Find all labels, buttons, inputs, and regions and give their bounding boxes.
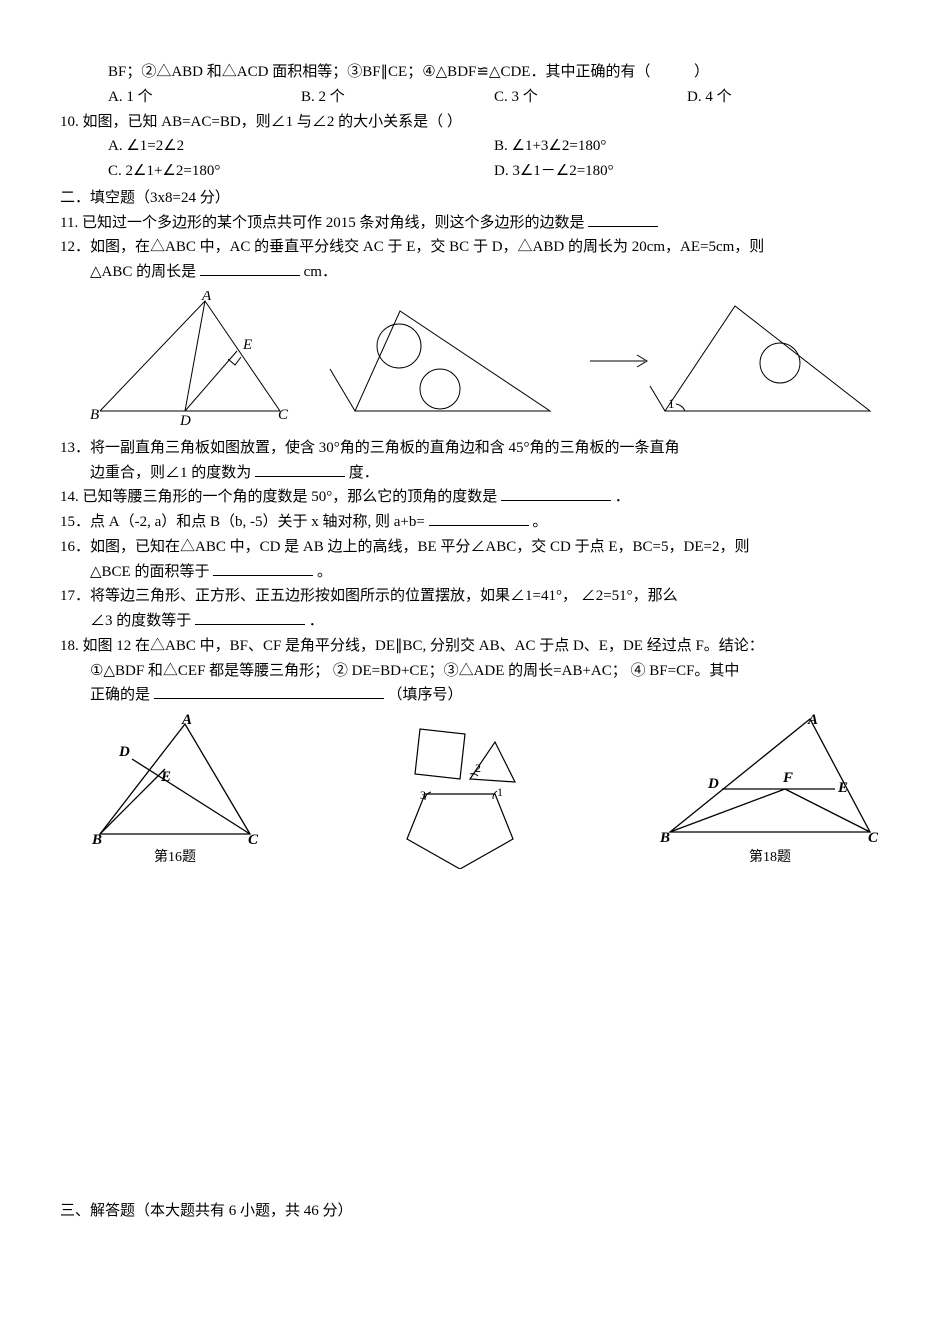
q13-blank [255, 461, 345, 477]
fig-q12-left: A B C D E [90, 291, 290, 426]
svg-text:B: B [90, 407, 99, 423]
q18-blank [154, 683, 384, 699]
q16-pre: △BCE 的面积等于 [90, 564, 209, 580]
q9-options: A. 1 个 B. 2 个 C. 3 个 D. 4 个 [60, 85, 880, 110]
q16-18-figure-row: A B C D E 第16题 [60, 708, 880, 879]
q15: 15．点 A（-2, a）和点 B（b, -5）关于 x 轴对称, 则 a+b=… [60, 510, 880, 535]
q14-blank [501, 485, 611, 501]
q16-line2: △BCE 的面积等于 。 [60, 560, 880, 585]
svg-text:1: 1 [668, 396, 675, 411]
q13-line1: 13．将一副直角三角板如图放置，使含 30°角的三角板的直角边和含 45°角的三… [60, 436, 880, 461]
fig-q16-caption: 第16题 [90, 846, 260, 869]
q12-post: cm． [304, 264, 337, 280]
svg-text:2: 2 [475, 761, 481, 775]
q14: 14. 已知等腰三角形的一个角的度数是 50°，那么它的顶角的度数是 ． [60, 485, 880, 510]
q15-pre: 15．点 A（-2, a）和点 B（b, -5）关于 x 轴对称, 则 a+b= [60, 514, 425, 530]
q12-figure-row: A B C D E [60, 285, 880, 436]
fig-q16-wrap: A B C D E 第16题 [90, 714, 260, 869]
q14-pre: 14. 已知等腰三角形的一个角的度数是 50°，那么它的顶角的度数是 [60, 489, 497, 505]
q9-text-a: BF；②△ABD 和△ACD 面积相等；③BF∥CE；④△BDF≌△CDE．其中… [108, 64, 650, 80]
svg-text:E: E [160, 769, 171, 785]
svg-text:1: 1 [497, 785, 503, 799]
q18-line2: ①△BDF 和△CEF 都是等腰三角形； ② DE=BD+CE；③△ADE 的周… [60, 659, 880, 684]
q10-opt-a: A. ∠1=2∠2 [108, 134, 494, 159]
q11-blank [588, 211, 658, 227]
q10-opt-d: D. 3∠1－∠2=180° [494, 159, 880, 184]
q10-opts-row2: C. 2∠1+∠2=180° D. 3∠1－∠2=180° [60, 159, 880, 184]
svg-text:C: C [278, 407, 289, 423]
q12-pre: △ABC 的周长是 [90, 264, 196, 280]
q9-opt-a: A. 1 个 [108, 85, 301, 110]
q17-line2: ∠3 的度数等于 ． [60, 609, 880, 634]
q17-post: ． [309, 613, 324, 629]
svg-text:F: F [782, 770, 793, 786]
svg-text:A: A [201, 291, 212, 304]
fig-q12-mid [325, 291, 555, 426]
q10-opt-c: C. 2∠1+∠2=180° [108, 159, 494, 184]
q18-pre: 正确的是 [90, 687, 154, 703]
q16-post: 。 [317, 564, 332, 580]
svg-text:E: E [242, 337, 252, 353]
exam-page: BF；②△ABD 和△ACD 面积相等；③BF∥CE；④△BDF≌△CDE．其中… [0, 0, 950, 1264]
q13-line2: 边重合，则∠1 的度数为 度． [60, 461, 880, 486]
fig-q18: A B C D E F [660, 714, 880, 844]
q9-continuation-line: BF；②△ABD 和△ACD 面积相等；③BF∥CE；④△BDF≌△CDE．其中… [60, 60, 880, 85]
fig-q17-wrap: 1 2 3 [375, 724, 545, 869]
q16-blank [213, 560, 313, 576]
q15-post: 。 [532, 514, 547, 530]
svg-text:E: E [837, 780, 848, 796]
svg-text:A: A [181, 714, 192, 728]
fig-q16: A B C D E [90, 714, 260, 844]
section2-title: 二．填空题（3x8=24 分） [60, 186, 880, 211]
q15-blank [429, 510, 529, 526]
fig-q18-wrap: A B C D E F 第18题 [660, 714, 880, 869]
svg-text:C: C [868, 830, 879, 844]
q11: 11. 已知过一个多边形的某个顶点共可作 2015 条对角线，则这个多边形的边数… [60, 211, 880, 236]
q17-pre: ∠3 的度数等于 [90, 613, 191, 629]
svg-text:D: D [179, 413, 191, 426]
q17-line1: 17．将等边三角形、正方形、正五边形按如图所示的位置摆放，如果∠1=41°， ∠… [60, 584, 880, 609]
q12-line1: 12．如图，在△ABC 中，AC 的垂直平分线交 AC 于 E，交 BC 于 D… [60, 235, 880, 260]
whitespace-gap [60, 879, 880, 1199]
q11-text: 11. 已知过一个多边形的某个顶点共可作 2015 条对角线，则这个多边形的边数… [60, 215, 584, 231]
q9-text-b: ） [694, 64, 709, 80]
q9-opt-d: D. 4 个 [687, 85, 880, 110]
fig-q18-caption: 第18题 [660, 846, 880, 869]
q10-opts-row1: A. ∠1=2∠2 B. ∠1+3∠2=180° [60, 134, 880, 159]
svg-text:C: C [248, 832, 259, 844]
section3-title: 三、解答题（本大题共有 6 小题，共 46 分） [60, 1199, 880, 1224]
svg-text:A: A [807, 714, 818, 728]
q18-line1: 18. 如图 12 在△ABC 中，BF、CF 是角平分线，DE∥BC, 分别交… [60, 634, 880, 659]
q18-post: （填序号） [388, 687, 463, 703]
fig-q12-right: 1 [590, 291, 880, 426]
q10-stem: 10. 如图，已知 AB=AC=BD，则∠1 与∠2 的大小关系是（ ） [60, 110, 880, 135]
q14-post: ． [615, 489, 630, 505]
q18-line3: 正确的是 （填序号） [60, 683, 880, 708]
fig-q17: 1 2 3 [375, 724, 545, 869]
q13-pre: 边重合，则∠1 的度数为 [90, 465, 251, 481]
q16-line1: 16．如图，已知在△ABC 中，CD 是 AB 边上的高线，BE 平分∠ABC，… [60, 535, 880, 560]
svg-text:B: B [91, 832, 102, 844]
svg-text:D: D [707, 776, 719, 792]
q12-blank [200, 260, 300, 276]
q12-line2: △ABC 的周长是 cm． [60, 260, 880, 285]
q17-blank [195, 609, 305, 625]
q13-post: 度． [349, 465, 379, 481]
q9-opt-b: B. 2 个 [301, 85, 494, 110]
q9-opt-c: C. 3 个 [494, 85, 687, 110]
svg-text:D: D [118, 744, 130, 760]
svg-text:B: B [660, 830, 670, 844]
q10-opt-b: B. ∠1+3∠2=180° [494, 134, 880, 159]
